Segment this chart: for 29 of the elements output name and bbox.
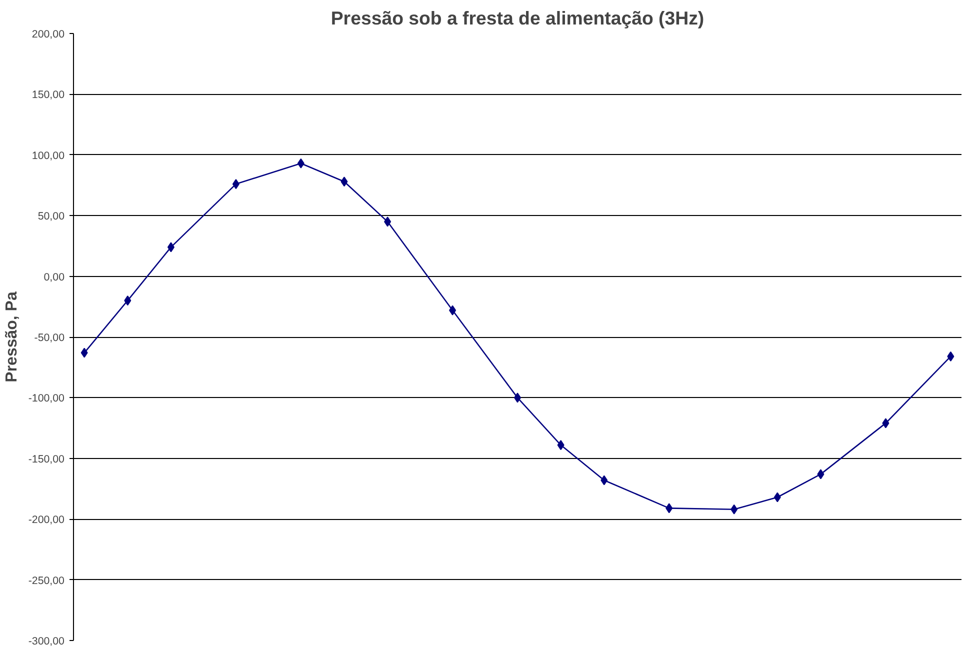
point (340, 176, 348, 187)
y-tick-label: 50,00 (38, 210, 65, 223)
y-tick-label: -250,00 (28, 574, 65, 587)
point (774, 492, 781, 502)
y-tick-label: 0,00 (44, 271, 65, 284)
y-tick-label: -150,00 (28, 453, 65, 466)
point (80, 348, 88, 358)
y-tick-label: -50,00 (34, 332, 65, 344)
point (297, 158, 304, 168)
point (817, 469, 824, 480)
point (124, 296, 132, 306)
y-tick-label: 150,00 (32, 89, 65, 102)
chart-title: Pressão sob a fresta de alimentação (3Hz) (330, 8, 704, 28)
point (557, 440, 564, 450)
point (666, 503, 673, 514)
y-tick-label: 200,00 (32, 28, 65, 40)
point (947, 351, 954, 362)
y-tick-label: -300,00 (28, 636, 65, 648)
point (730, 504, 738, 514)
y-tick-label: 100,00 (32, 150, 65, 162)
y-tick-label: -100,00 (28, 392, 65, 405)
point (449, 305, 456, 316)
point (384, 216, 392, 227)
point (232, 179, 240, 190)
y-tick-label: -200,00 (28, 514, 65, 526)
point (600, 475, 608, 486)
point (882, 418, 890, 428)
point (167, 242, 174, 252)
y-axis-title: Pressão, Pa (3, 292, 20, 382)
